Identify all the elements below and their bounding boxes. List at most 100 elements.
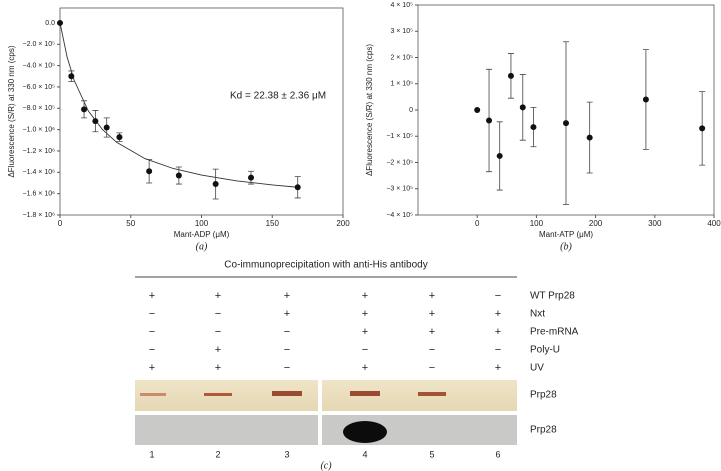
condition-mark: + <box>362 326 368 338</box>
band <box>204 393 232 396</box>
condition-mark: + <box>429 290 435 302</box>
band <box>272 391 302 396</box>
y-tick-label: −1.0 × 10⁶ <box>23 126 56 133</box>
lane-number: 1 <box>149 449 154 459</box>
data-point <box>563 120 569 127</box>
y-tick-label: −1.8 × 10⁶ <box>23 212 56 219</box>
x-tick-label: 200 <box>336 219 350 228</box>
condition-mark: + <box>284 308 290 320</box>
data-point <box>496 152 503 159</box>
condition-mark: + <box>362 290 368 302</box>
x-tick-label: 0 <box>58 219 63 228</box>
condition-mark: + <box>495 326 501 338</box>
condition-mark: + <box>429 326 435 338</box>
condition-mark: + <box>215 362 221 374</box>
condition-label: WT Prp28 <box>530 291 575 302</box>
y-tick-label: 3 × 10⁵ <box>390 28 413 35</box>
data-point <box>116 134 123 141</box>
lane-number: 2 <box>215 449 220 459</box>
condition-mark: − <box>284 326 290 338</box>
band <box>350 391 380 396</box>
condition-mark: − <box>284 344 290 356</box>
y-tick-label: −4.0 × 10⁵ <box>23 62 56 69</box>
data-point <box>530 124 537 131</box>
condition-mark: + <box>149 290 155 302</box>
data-point <box>92 118 99 125</box>
x-axis-label: Mant-ADP (μM) <box>174 230 230 239</box>
panel-caption: (b) <box>560 241 572 252</box>
band <box>343 421 387 443</box>
condition-mark: − <box>429 362 435 374</box>
data-point <box>586 134 593 141</box>
y-tick-label: −6.0 × 10⁵ <box>23 84 56 91</box>
data-point <box>68 73 75 80</box>
data-point <box>474 107 481 113</box>
x-tick-label: 100 <box>530 219 544 228</box>
condition-label: Poly-U <box>530 345 560 356</box>
condition-mark: − <box>429 344 435 356</box>
lane-number: 3 <box>284 449 289 459</box>
condition-mark: + <box>495 308 501 320</box>
y-tick-label: −1.6 × 10⁶ <box>23 191 56 198</box>
band-label: Prp28 <box>530 425 557 436</box>
y-axis-label: ΔFluorescence (S/R) at 330 nm (cps) <box>365 44 374 176</box>
condition-mark: + <box>362 362 368 374</box>
data-point <box>146 168 153 175</box>
condition-mark: − <box>149 326 155 338</box>
fit-curve <box>59 22 301 188</box>
gel-panel <box>135 276 517 445</box>
y-tick-label: −8.0 × 10⁵ <box>23 105 56 112</box>
y-tick-label: −3 × 10⁵ <box>386 186 413 193</box>
x-tick-label: 150 <box>266 219 280 228</box>
y-tick-label: 2 × 10⁵ <box>390 54 413 61</box>
gel-title: Co-immunoprecipitation with anti-His ant… <box>224 260 427 271</box>
panel-caption: (c) <box>320 460 332 471</box>
x-tick-label: 400 <box>707 219 721 228</box>
x-axis-label: Mant-ATP (μM) <box>539 230 593 239</box>
condition-mark: − <box>495 344 501 356</box>
data-point <box>175 172 182 179</box>
data-point <box>486 117 493 124</box>
y-tick-label: 0 <box>409 107 413 114</box>
data-point <box>699 125 706 132</box>
data-point <box>103 124 110 131</box>
data-point <box>519 104 526 111</box>
y-tick-label: −1 × 10⁵ <box>386 133 413 140</box>
condition-mark: − <box>149 308 155 320</box>
x-tick-label: 50 <box>126 219 135 228</box>
band <box>418 392 446 396</box>
y-tick-label: −4 × 10⁵ <box>386 212 413 219</box>
condition-mark: + <box>284 290 290 302</box>
x-tick-label: 200 <box>589 219 603 228</box>
condition-mark: − <box>284 362 290 374</box>
condition-mark: − <box>215 308 221 320</box>
condition-mark: − <box>362 344 368 356</box>
gel-strip <box>135 415 318 445</box>
condition-mark: + <box>215 290 221 302</box>
lane-number: 4 <box>362 449 367 459</box>
band <box>140 393 166 396</box>
y-tick-label: −1.4 × 10⁶ <box>23 169 56 176</box>
condition-mark: + <box>149 362 155 374</box>
data-point <box>248 174 255 181</box>
data-point <box>57 19 63 26</box>
condition-mark: − <box>495 290 501 302</box>
plot-frame <box>59 7 344 216</box>
condition-mark: + <box>495 362 501 374</box>
panel-caption: (a) <box>196 241 208 252</box>
y-tick-label: −2.0 × 10⁵ <box>23 41 56 48</box>
x-tick-label: 100 <box>195 219 209 228</box>
annotation: Kd = 22.38 ± 2.36 μM <box>230 91 326 102</box>
lane-number: 6 <box>495 449 500 459</box>
data-point <box>294 184 301 191</box>
y-tick-label: 4 × 10⁵ <box>390 2 413 9</box>
condition-mark: + <box>362 308 368 320</box>
condition-label: Nxt <box>530 309 545 320</box>
condition-label: UV <box>530 363 544 374</box>
condition-label: Pre-mRNA <box>530 327 579 338</box>
condition-mark: + <box>429 308 435 320</box>
y-tick-label: −1.2 × 10⁶ <box>23 148 56 155</box>
band-label: Prp28 <box>530 390 557 401</box>
condition-mark: − <box>149 344 155 356</box>
data-point <box>212 181 219 188</box>
